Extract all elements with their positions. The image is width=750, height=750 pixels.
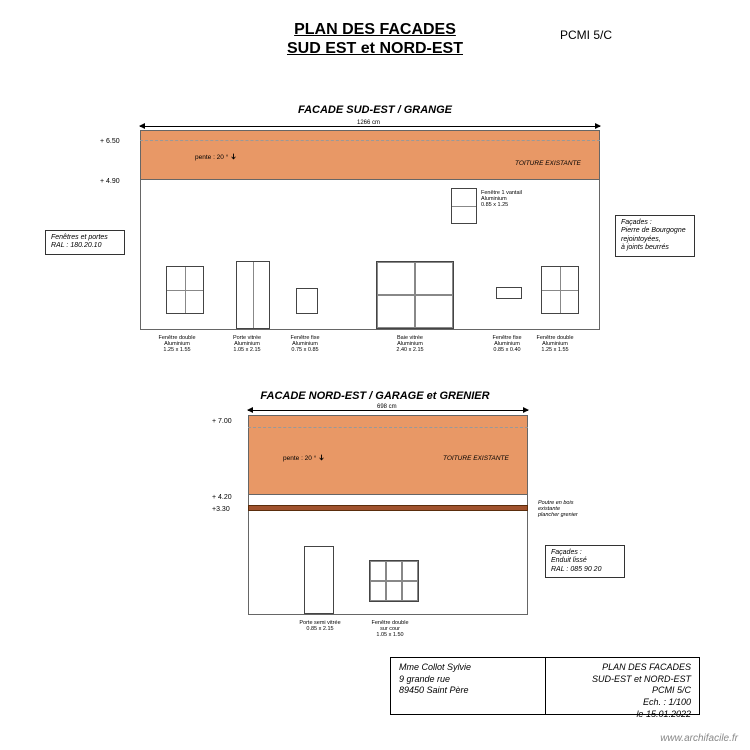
- facade1-wall: Fenêtre 1 vantailAluminium0.85 x 1.25: [140, 180, 600, 330]
- title-block: PLAN DES FACADES SUD EST et NORD-EST: [0, 20, 750, 58]
- facade1-upper-window: [451, 188, 477, 224]
- facade1-roof-note: TOITURE EXISTANTE: [515, 160, 581, 167]
- f1-baie: [376, 261, 454, 329]
- f1-l5: Fenêtre doubleAluminium1.25 x 1.55: [533, 335, 577, 353]
- title-line1: PLAN DES FACADES: [0, 20, 750, 39]
- facade2-width-label: 698 cm: [375, 404, 399, 410]
- facade2-alt-mid: + 4.20: [212, 494, 232, 501]
- facade1-note-left: Fenêtres et portesRAL : 180.20.10: [45, 230, 125, 255]
- f1-win3: [496, 287, 522, 299]
- facade2-roof-dash: [248, 427, 528, 428]
- facade1-drawing: pente : 20 °➔ TOITURE EXISTANTE Fenêtre …: [140, 130, 600, 340]
- watermark: www.archifacile.fr: [660, 733, 738, 744]
- f1-door1: [236, 261, 270, 329]
- facade1-title: FACADE SUD-EST / GRANGE: [0, 104, 750, 116]
- f1-l1: Porte vitréeAluminium1.05 x 2.15: [225, 335, 269, 353]
- f1-l0: Fenêtre doubleAluminium1.25 x 1.55: [155, 335, 199, 353]
- facade2-beam-note: Poutre en boisexistanteplancher grenier: [538, 500, 598, 518]
- facade1-note-right: Façades :Pierre de Bourgognerejointoyées…: [615, 215, 695, 257]
- facade1-width-label: 1266 cm: [355, 120, 382, 126]
- cartouche-left: Mme Collot Sylvie9 grande rue89450 Saint…: [391, 658, 546, 714]
- facade1-upper-win-label: Fenêtre 1 vantailAluminium0.85 x 1.25: [481, 190, 531, 208]
- f1-l4: Fenêtre fixeAluminium0.85 x 0.40: [485, 335, 529, 353]
- title-cartouche: Mme Collot Sylvie9 grande rue89450 Saint…: [390, 657, 700, 715]
- pcmi-code: PCMI 5/C: [560, 28, 612, 42]
- facade1-alt-wall: + 4.90: [100, 178, 120, 185]
- f1-win1: [166, 266, 204, 314]
- title-line2: SUD EST et NORD-EST: [0, 39, 750, 58]
- f1-win2: [296, 288, 318, 314]
- cartouche-right: PLAN DES FACADESSUD-EST et NORD-ESTPCMI …: [546, 658, 700, 714]
- facade2-wall: [248, 495, 528, 615]
- f2-win: [369, 560, 419, 602]
- f2-door: [304, 546, 334, 614]
- f1-l2: Fenêtre fixeAluminium0.75 x 0.85: [283, 335, 327, 353]
- f1-l3: Baie vitréeAluminium2.40 x 2.15: [388, 335, 432, 353]
- facade1-alt-top: + 6.50: [100, 138, 120, 145]
- facade2-alt-beam: +3.30: [212, 506, 230, 513]
- f2-l0: Porte semi vitrée0.85 x 2.15: [295, 620, 345, 632]
- facade2-beam: [248, 505, 528, 511]
- facade2-roof-note: TOITURE EXISTANTE: [443, 455, 509, 462]
- facade2-title: FACADE NORD-EST / GARAGE et GRENIER: [0, 390, 750, 402]
- facade2-drawing: pente : 20 °➔ TOITURE EXISTANTE: [248, 415, 528, 625]
- facade2-note-right: Façades :Enduit lisséRAL : 085 90 20: [545, 545, 625, 578]
- facade1-pente: pente : 20 °➔: [195, 152, 237, 161]
- facade2-pente: pente : 20 °➔: [283, 453, 325, 462]
- f1-win4: [541, 266, 579, 314]
- facade2-alt-top: + 7.00: [212, 418, 232, 425]
- drawing-canvas: PLAN DES FACADES SUD EST et NORD-EST PCM…: [0, 0, 750, 750]
- f2-l1: Fenêtre doublesur cour1.05 x 1.50: [365, 620, 415, 638]
- facade1-roof-dash: [140, 140, 600, 141]
